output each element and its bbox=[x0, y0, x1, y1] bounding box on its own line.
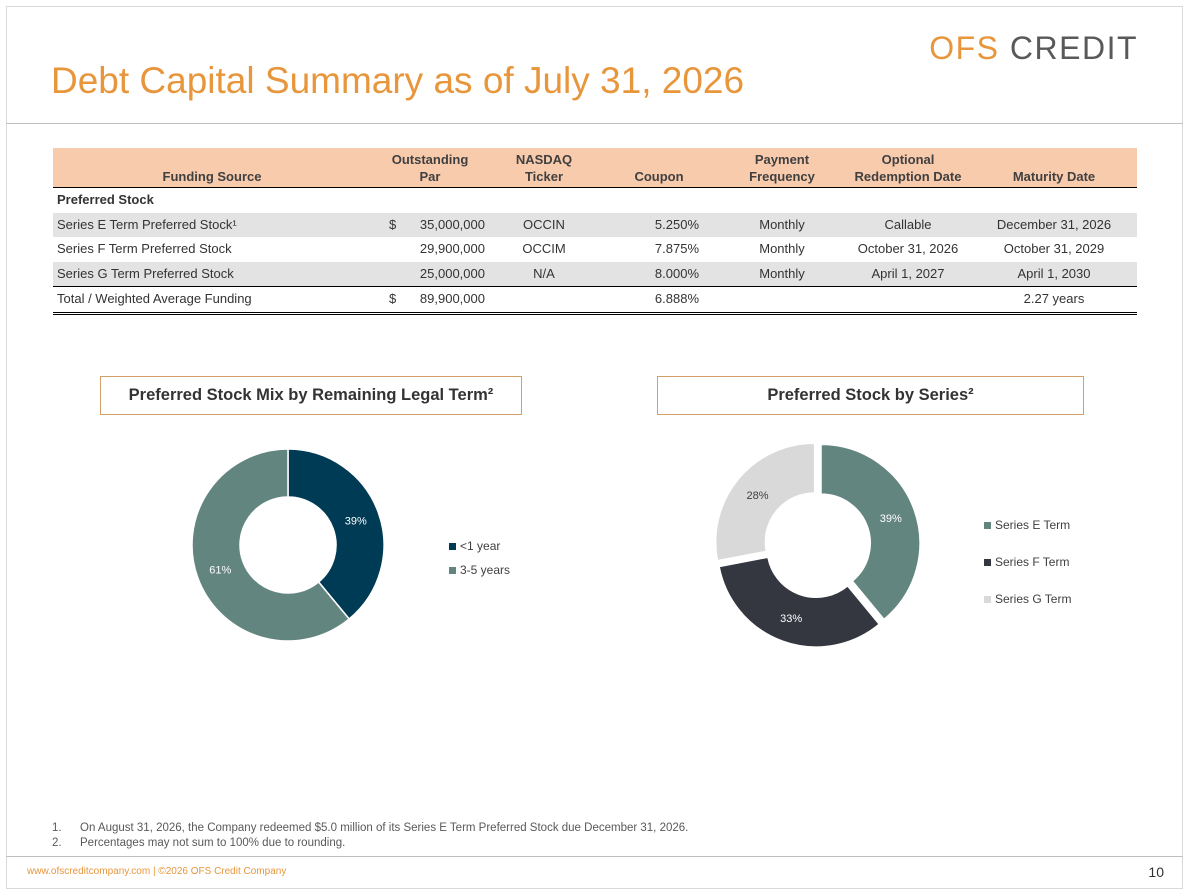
legal-term-donut-chart: 39% 61% bbox=[191, 448, 385, 642]
donut-slice-series-e-term bbox=[820, 444, 921, 620]
cell-frequency: Monthly bbox=[719, 212, 845, 237]
legend-swatch bbox=[449, 543, 456, 550]
page-title: Debt Capital Summary as of July 31, 2026 bbox=[51, 60, 745, 101]
data-label-3-5-years: 61% bbox=[209, 564, 231, 576]
legend-item-series-f-term: Series F Term bbox=[984, 555, 1071, 592]
footnote-1: 1. On August 31, 2026, the Company redeem… bbox=[52, 822, 689, 834]
chart-title-legal-term: Preferred Stock Mix by Remaining Legal T… bbox=[100, 376, 522, 415]
data-label-series-g-term: 28% bbox=[746, 490, 768, 502]
legend-swatch bbox=[984, 522, 991, 529]
table-total-row: Total / Weighted Average Funding $89,900… bbox=[53, 286, 1137, 315]
cell-par: $89,900,000 bbox=[371, 286, 489, 315]
table-row: Series E Term Preferred Stock¹ $35,000,0… bbox=[53, 212, 1137, 237]
data-label-series-e-term: 39% bbox=[880, 513, 902, 525]
cell-maturity: December 31, 2026 bbox=[971, 212, 1137, 237]
legend-swatch bbox=[449, 567, 456, 574]
cell-ticker bbox=[489, 286, 599, 315]
cell-redemption: April 1, 2027 bbox=[845, 261, 971, 287]
data-label-1-year: 39% bbox=[345, 516, 367, 528]
series-legend: Series E Term Series F Term Series G Term bbox=[984, 518, 1071, 629]
header-funding-source: Funding Source bbox=[53, 148, 371, 188]
section-row: Preferred Stock bbox=[53, 188, 1137, 213]
cell-coupon: 7.875% bbox=[654, 241, 699, 256]
data-label-series-f-term: 33% bbox=[780, 613, 802, 625]
footnotes: 1. On August 31, 2026, the Company redeem… bbox=[52, 821, 688, 851]
cell-ticker: N/A bbox=[489, 261, 599, 287]
debt-summary-table: Funding Source Outstanding Par NASDAQ Tick… bbox=[53, 148, 1137, 315]
header-payment-frequency: Payment Frequency bbox=[719, 148, 845, 188]
cell-redemption: Callable bbox=[845, 212, 971, 237]
logo-secondary: CREDIT bbox=[1009, 30, 1138, 66]
header-maturity-date: Maturity Date bbox=[971, 148, 1137, 188]
cell-par: 25,000,000 bbox=[371, 261, 489, 287]
title-divider bbox=[6, 123, 1183, 124]
cell-ticker: OCCIM bbox=[522, 241, 566, 256]
table-row: Series F Term Preferred Stock 29,900,000… bbox=[53, 237, 1137, 262]
footer-text: www.ofscreditcompany.com | ©2026 OFS Cre… bbox=[27, 866, 287, 877]
legal-term-legend: <1 year 3-5 years bbox=[449, 539, 510, 587]
legend-label: Series E Term bbox=[995, 518, 1071, 532]
page-number: 10 bbox=[1148, 864, 1164, 880]
cell-source: Series E Term Preferred Stock¹ bbox=[53, 212, 371, 237]
cell-coupon: 5.250% bbox=[599, 212, 719, 237]
header-redemption-date: Optional Redemption Date bbox=[845, 148, 971, 188]
legend-swatch bbox=[984, 559, 991, 566]
legend-swatch bbox=[984, 596, 991, 603]
cell-redemption bbox=[845, 286, 971, 315]
cell-ticker: OCCIN bbox=[489, 212, 599, 237]
cell-source: Series G Term Preferred Stock bbox=[53, 261, 371, 287]
cell-par: $35,000,000 bbox=[371, 212, 489, 237]
cell-coupon: 6.888% bbox=[599, 286, 719, 315]
chart-title-by-series: Preferred Stock by Series² bbox=[657, 376, 1084, 415]
series-donut-chart: 39% 33% 28% bbox=[715, 442, 921, 648]
header-coupon: Coupon bbox=[599, 148, 719, 188]
donut-slice-series-f-term bbox=[718, 556, 880, 648]
footer-divider bbox=[6, 856, 1183, 857]
legend-label: <1 year bbox=[460, 539, 501, 553]
header-nasdaq-ticker: NASDAQ Ticker bbox=[489, 148, 599, 188]
donut-slice-series-g-term bbox=[715, 442, 815, 561]
cell-maturity: April 1, 2030 bbox=[971, 261, 1137, 287]
cell-par: 29,900,000 bbox=[419, 241, 485, 256]
logo-primary: OFS bbox=[929, 30, 1000, 66]
table-header-row: Funding Source Outstanding Par NASDAQ Tick… bbox=[53, 148, 1137, 188]
header-outstanding-par: Outstanding Par bbox=[371, 148, 489, 188]
legend-item-series-e-term: Series E Term bbox=[984, 518, 1071, 555]
cell-redemption: October 31, 2026 bbox=[857, 241, 959, 256]
slide-frame bbox=[6, 6, 1183, 889]
legend-label: Series G Term bbox=[995, 592, 1072, 606]
company-logo: OFS CREDIT bbox=[929, 30, 1138, 67]
donut-slice-1-year bbox=[287, 448, 385, 621]
footnote-2: 2. Percentages may not sum to 100% due to… bbox=[52, 837, 346, 849]
legend-label: 3-5 years bbox=[460, 563, 511, 577]
legend-item-1-year: <1 year bbox=[449, 539, 510, 563]
cell-source: Series F Term Preferred Stock bbox=[57, 241, 232, 256]
section-label: Preferred Stock bbox=[57, 192, 154, 207]
cell-coupon: 8.000% bbox=[599, 261, 719, 287]
cell-source: Total / Weighted Average Funding bbox=[53, 286, 371, 315]
donut-slice-3-5-years bbox=[191, 448, 351, 642]
legend-item-series-g-term: Series G Term bbox=[984, 592, 1071, 629]
cell-frequency bbox=[719, 286, 845, 315]
cell-maturity: 2.27 years bbox=[971, 286, 1137, 315]
cell-maturity: October 31, 2029 bbox=[1003, 241, 1105, 256]
legend-label: Series F Term bbox=[995, 555, 1070, 569]
cell-frequency: Monthly bbox=[759, 241, 805, 256]
cell-frequency: Monthly bbox=[719, 261, 845, 287]
legend-item-3-5-years: 3-5 years bbox=[449, 563, 510, 587]
table-row: Series G Term Preferred Stock 25,000,000… bbox=[53, 261, 1137, 287]
